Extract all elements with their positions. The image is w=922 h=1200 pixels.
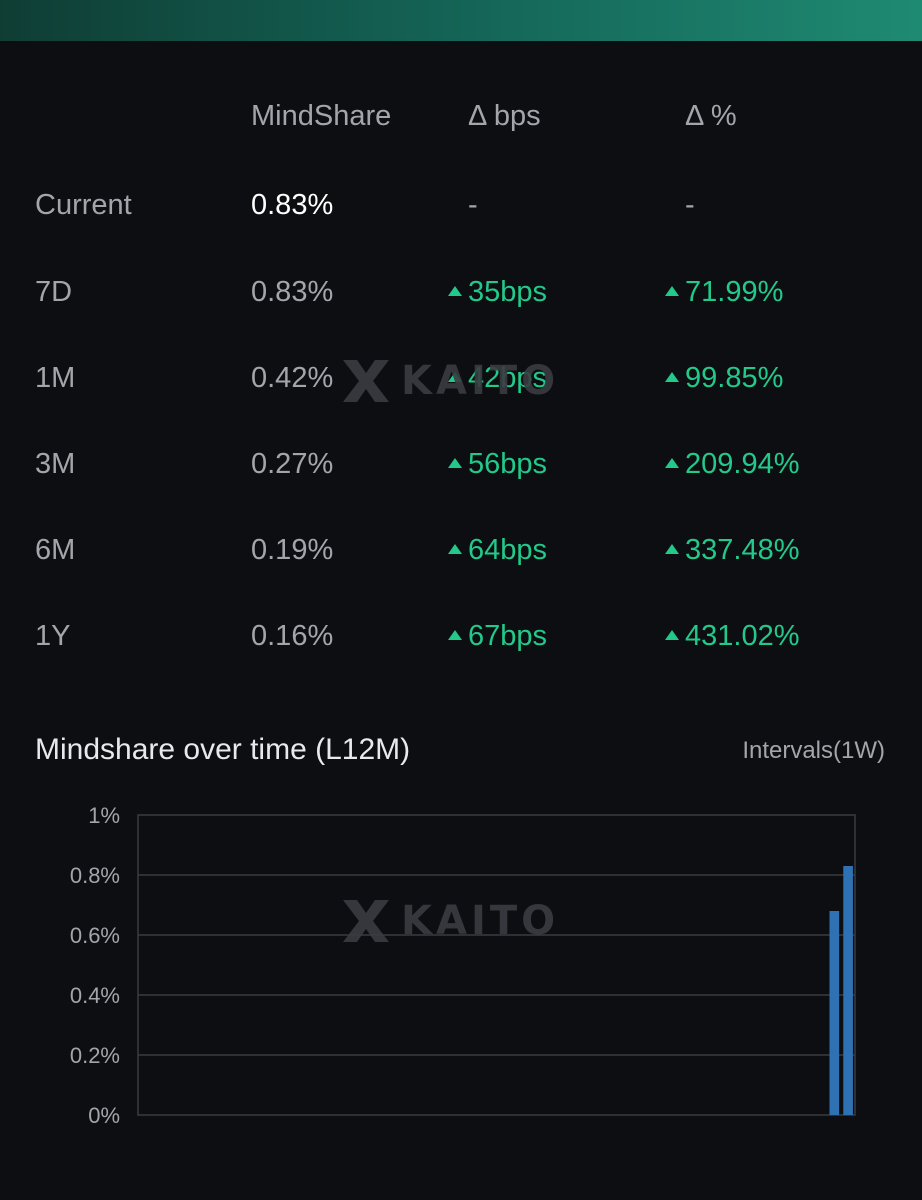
intervals-selector[interactable]: Intervals(1W) [742, 737, 885, 764]
up-triangle-icon [665, 544, 679, 554]
table-row: 3M 0.27% 56bps 209.94% [0, 444, 922, 484]
up-triangle-icon [665, 630, 679, 640]
row-bps: 42bps [468, 362, 548, 394]
up-triangle-icon [448, 286, 462, 296]
header-delta-pct: Δ % [685, 100, 737, 132]
row-label: 1M [35, 362, 76, 394]
row-pct-cell: 337.48% [665, 530, 800, 570]
row-pct: 71.99% [685, 276, 784, 308]
row-pct: - [685, 189, 695, 221]
up-triangle-icon [448, 458, 462, 468]
row-bps: 67bps [468, 620, 548, 652]
row-label: Current [35, 189, 132, 221]
y-tick-label: 0% [88, 1103, 120, 1128]
row-mindshare: 0.27% [251, 448, 334, 480]
row-bps: 35bps [468, 276, 548, 308]
row-mindshare: 0.83% [251, 189, 334, 221]
plot-frame [137, 814, 856, 1116]
y-tick-label: 0.4% [70, 983, 120, 1008]
y-axis-ticks: 0% 0.2% 0.4% 0.6% 0.8% 1% [70, 803, 120, 1128]
row-bps-cell: 42bps [448, 358, 547, 398]
row-pct: 431.02% [685, 620, 800, 652]
row-pct-cell: 71.99% [665, 272, 783, 312]
header-delta-bps: Δ bps [468, 100, 541, 132]
watermark-text: KAITO [401, 358, 560, 404]
table-row: 6M 0.19% 64bps 337.48% [0, 530, 922, 570]
up-triangle-icon [448, 372, 462, 382]
chart-bar[interactable] [829, 911, 840, 1115]
table-row: Current 0.83% - - [0, 185, 922, 225]
chart-bars [829, 866, 853, 1115]
row-bps-cell: 67bps [448, 616, 547, 656]
watermark-text: KAITO [401, 898, 560, 944]
row-mindshare: 0.83% [251, 276, 334, 308]
kaito-logo-icon [343, 900, 389, 942]
row-mindshare: 0.16% [251, 620, 334, 652]
y-tick-label: 0.2% [70, 1043, 120, 1068]
row-bps: 56bps [468, 448, 548, 480]
row-label: 3M [35, 448, 76, 480]
row-bps-cell: 35bps [448, 272, 547, 312]
row-pct-cell: 431.02% [665, 616, 800, 656]
row-pct: 99.85% [685, 362, 784, 394]
row-pct-cell: 99.85% [665, 358, 783, 398]
chart-grid [137, 814, 856, 1116]
row-bps-cell: 56bps [448, 444, 547, 484]
row-pct: 337.48% [685, 534, 800, 566]
kaito-watermark-chart: KAITO [343, 898, 559, 944]
up-triangle-icon [448, 544, 462, 554]
row-label: 6M [35, 534, 76, 566]
table-row: 7D 0.83% 35bps 71.99% [0, 272, 922, 312]
row-pct: 209.94% [685, 448, 800, 480]
kaito-logo-icon [343, 360, 389, 402]
row-mindshare: 0.19% [251, 534, 334, 566]
up-triangle-icon [665, 458, 679, 468]
kaito-watermark: KAITO [343, 358, 559, 404]
row-bps: - [468, 189, 478, 221]
table-row: 1Y 0.16% 67bps 431.02% [0, 616, 922, 656]
up-triangle-icon [448, 630, 462, 640]
row-mindshare: 0.42% [251, 362, 334, 394]
y-tick-label: 0.8% [70, 863, 120, 888]
top-gradient-bar [0, 0, 922, 41]
chart-title: Mindshare over time (L12M) [35, 733, 411, 766]
y-tick-label: 0.6% [70, 923, 120, 948]
header-mindshare: MindShare [251, 100, 392, 132]
mindshare-bar-chart: 0% 0.2% 0.4% 0.6% 0.8% 1% [70, 803, 856, 1128]
row-bps-cell: 64bps [448, 530, 547, 570]
up-triangle-icon [665, 286, 679, 296]
row-label: 1Y [35, 620, 71, 652]
row-bps: 64bps [468, 534, 548, 566]
table-row: 1M 0.42% 42bps 99.85% [0, 358, 922, 398]
y-tick-label: 1% [88, 803, 120, 828]
chart-bar[interactable] [843, 866, 853, 1115]
up-triangle-icon [665, 372, 679, 382]
row-label: 7D [35, 276, 73, 308]
row-pct-cell: 209.94% [665, 444, 800, 484]
